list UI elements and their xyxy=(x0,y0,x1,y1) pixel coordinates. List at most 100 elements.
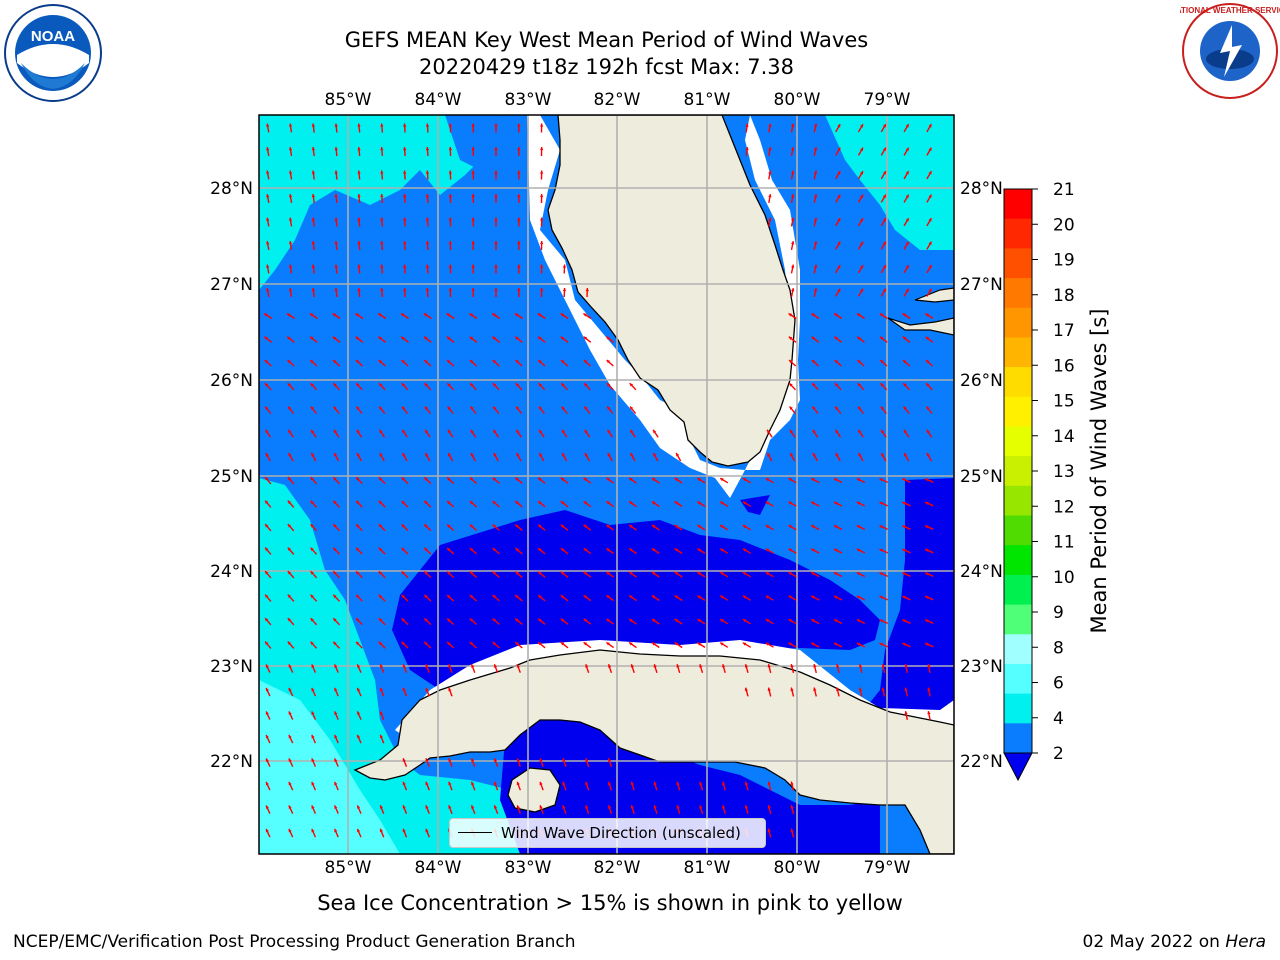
map-ticks: 85°W 85°W 84°W 84°W 83°W 83°W 82°W 82°W 81°W 81°W… xyxy=(210,90,1003,878)
wind-wave-arrow xyxy=(560,382,569,391)
wind-wave-arrow xyxy=(492,382,500,391)
wind-wave-arrow xyxy=(833,312,843,320)
wind-wave-arrow xyxy=(309,359,318,367)
wind-wave-arrow xyxy=(491,336,501,343)
wind-wave-arrow xyxy=(765,595,774,601)
wind-wave-arrow xyxy=(332,500,341,508)
wind-wave-arrow xyxy=(516,781,521,791)
wind-wave-arrow xyxy=(425,146,430,157)
colorbar-extend-arrow xyxy=(1003,752,1033,782)
wind-wave-arrow xyxy=(924,595,934,601)
wind-wave-arrow xyxy=(469,359,477,367)
wind-wave-arrow xyxy=(423,312,432,320)
wind-wave-arrow xyxy=(742,477,752,484)
wind-wave-arrow xyxy=(811,336,820,343)
wind-wave-arrow xyxy=(357,193,361,204)
wind-wave-arrow xyxy=(515,452,522,462)
wind-wave-arrow xyxy=(651,618,660,625)
wind-wave-arrow xyxy=(471,146,475,157)
wind-wave-arrow xyxy=(856,618,866,625)
figure-caption: Sea Ice Concentration > 15% is shown in … xyxy=(317,891,903,915)
wind-wave-arrow xyxy=(902,501,911,507)
wind-wave-arrow xyxy=(719,571,729,578)
wind-wave-arrow xyxy=(311,240,316,251)
wind-wave-arrow xyxy=(288,734,294,744)
colorbar-tick-label: 12 xyxy=(1053,497,1075,517)
wind-wave-arrow xyxy=(605,524,615,531)
wind-wave-arrow xyxy=(493,781,499,791)
wind-wave-arrow xyxy=(605,594,615,602)
wind-wave-arrow xyxy=(448,264,452,274)
lon-tick-bottom: 83°W xyxy=(505,858,552,878)
wind-wave-arrow xyxy=(517,194,521,203)
wind-wave-arrow xyxy=(288,217,293,227)
wind-wave-arrow xyxy=(651,500,660,508)
wind-wave-arrow xyxy=(446,500,455,508)
wind-wave-arrow xyxy=(903,288,910,297)
wind-wave-arrow xyxy=(835,452,841,462)
wind-wave-arrow xyxy=(926,264,933,274)
wind-wave-arrow xyxy=(403,217,407,227)
wind-wave-arrow xyxy=(766,452,773,462)
lat-tick-right: 27°N xyxy=(960,275,1003,295)
wind-wave-arrow xyxy=(448,217,452,227)
wind-wave-arrow xyxy=(309,382,318,391)
wind-wave-arrow xyxy=(651,477,660,484)
wind-wave-arrow xyxy=(401,406,409,414)
lat-tick-left: 25°N xyxy=(210,467,253,487)
wind-wave-arrow xyxy=(651,571,660,578)
wind-wave-arrow xyxy=(265,828,271,838)
wind-wave-arrow xyxy=(288,664,294,673)
colorbar-tick-label: 20 xyxy=(1053,215,1075,235)
wind-wave-arrow xyxy=(857,264,864,274)
wind-wave-arrow xyxy=(925,382,933,391)
wind-wave-arrow xyxy=(355,641,363,649)
wind-wave-arrow xyxy=(925,406,933,414)
wind-wave-arrow xyxy=(423,594,432,602)
wind-wave-arrow xyxy=(379,828,385,838)
wind-wave-arrow xyxy=(719,642,729,648)
wind-wave-arrow xyxy=(425,287,430,298)
wind-wave-arrow xyxy=(560,547,569,555)
wind-wave-arrow xyxy=(699,663,704,674)
wind-wave-arrow xyxy=(288,711,294,720)
wind-wave-arrow xyxy=(879,618,888,625)
wind-wave-arrow xyxy=(902,312,911,320)
wind-wave-arrow xyxy=(537,618,546,625)
wind-wave-arrow xyxy=(810,595,820,601)
lon-tick-bottom: 84°W xyxy=(415,858,462,878)
wind-wave-arrow xyxy=(768,193,772,204)
ocean-band-below-2-florida-bay xyxy=(740,495,770,515)
wind-wave-arrow xyxy=(810,501,820,507)
wind-wave-arrow xyxy=(334,240,338,251)
wind-wave-arrow xyxy=(469,476,478,485)
wind-wave-arrow xyxy=(606,429,614,438)
wind-wave-arrow xyxy=(379,687,385,697)
wind-wave-arrow xyxy=(311,781,317,791)
wind-wave-arrow xyxy=(926,147,933,156)
wind-wave-arrow xyxy=(880,288,887,297)
colorbar-segment xyxy=(1004,515,1032,546)
wind-wave-arrow xyxy=(925,312,934,320)
wind-wave-arrow xyxy=(264,594,272,602)
wind-wave-arrow xyxy=(629,452,636,462)
wind-wave-arrow xyxy=(333,805,339,814)
wind-wave-arrow xyxy=(423,641,432,649)
wind-wave-arrow xyxy=(902,595,911,601)
wind-wave-arrow xyxy=(790,240,795,251)
wind-wave-arrow xyxy=(378,547,386,555)
wind-wave-arrow xyxy=(744,687,749,697)
wind-wave-arrow xyxy=(539,805,544,814)
nodata-florida-west xyxy=(527,115,745,498)
legend-label: Wind Wave Direction (unscaled) xyxy=(501,824,741,842)
wind-wave-arrow xyxy=(813,170,818,180)
wind-wave-arrow xyxy=(311,664,317,673)
wind-wave-arrow xyxy=(927,663,931,674)
wind-wave-arrow xyxy=(425,217,430,227)
wind-wave-arrow xyxy=(833,501,843,507)
wind-wave-arrow xyxy=(765,642,774,648)
wind-wave-arrow xyxy=(651,594,660,602)
wind-wave-arrow xyxy=(492,618,500,625)
wind-wave-arrow xyxy=(401,359,409,367)
wind-wave-arrow xyxy=(857,406,865,414)
